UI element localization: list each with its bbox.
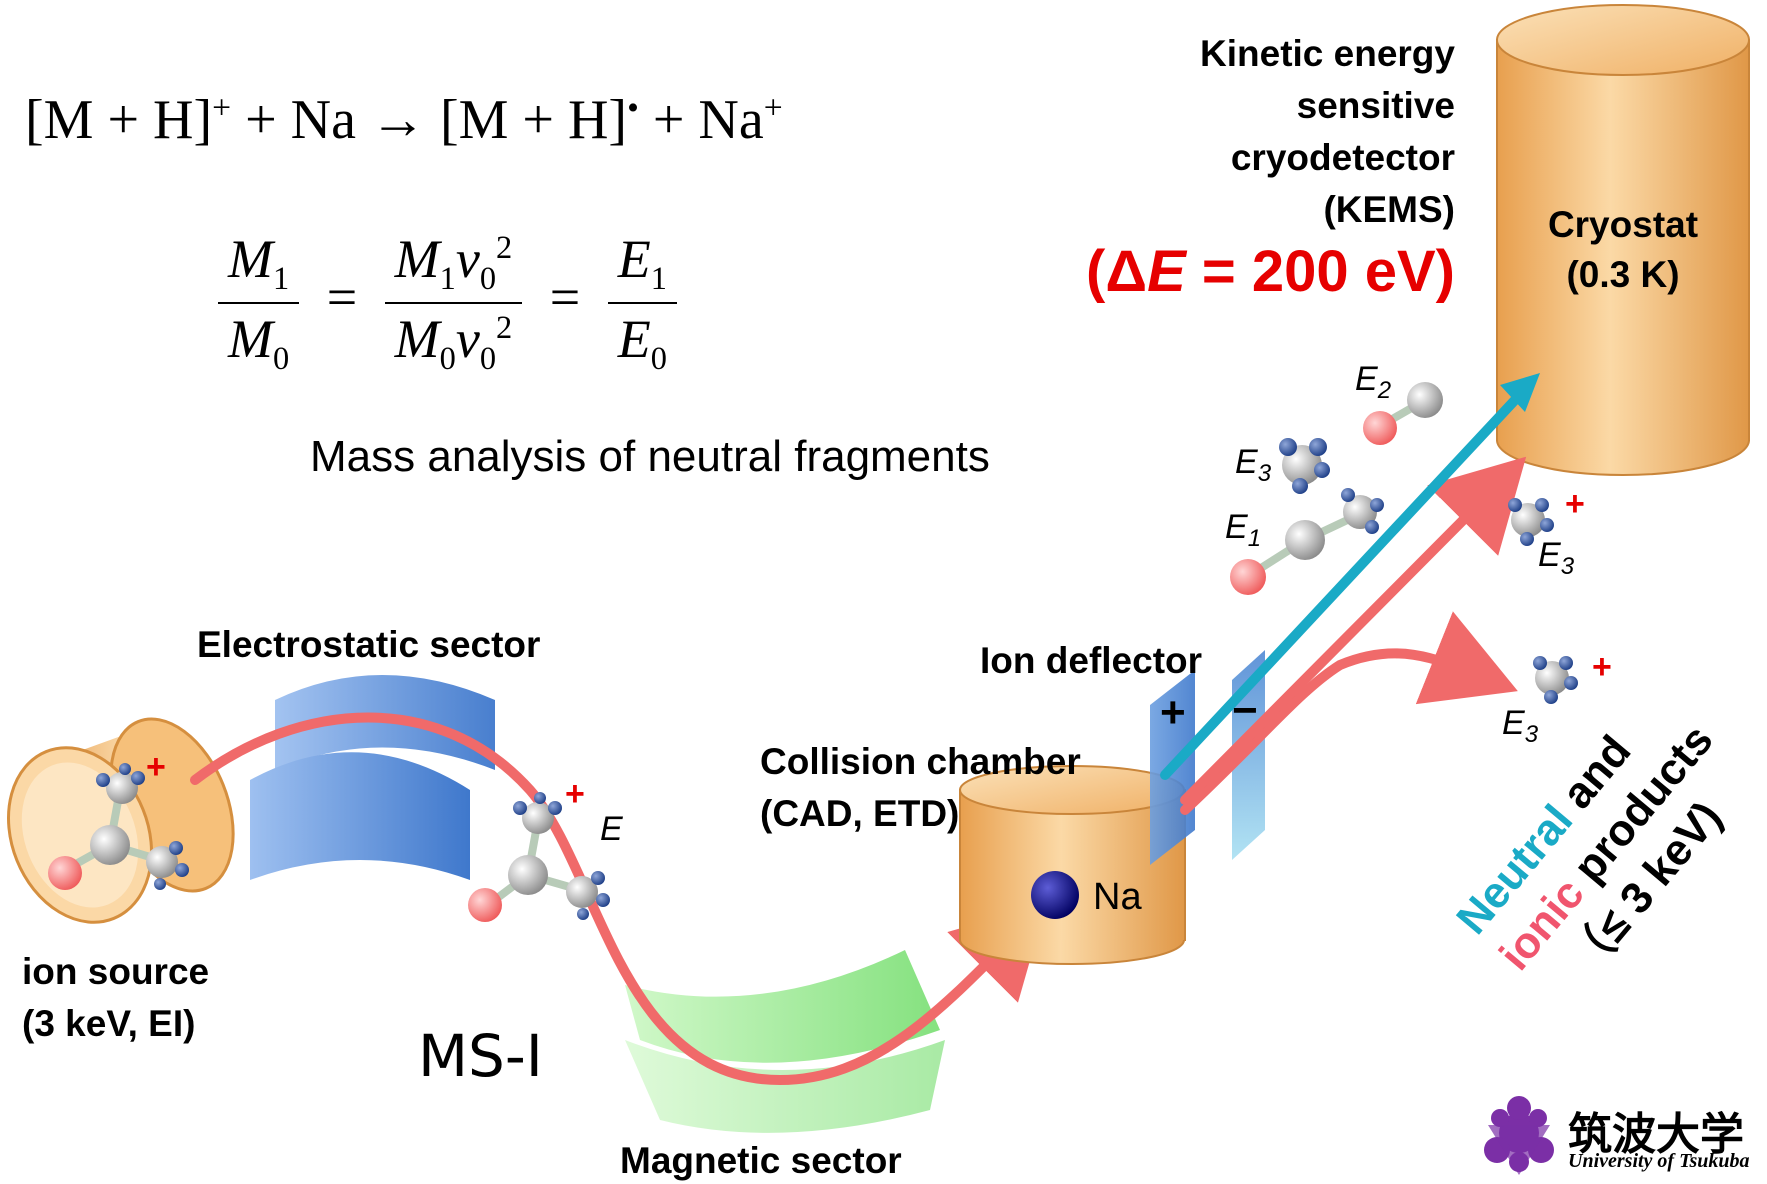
charge-plus-precursor: + bbox=[565, 775, 585, 813]
cryostat-line2: (0.3 K) bbox=[1566, 254, 1680, 295]
reaction-lhs-charge: + bbox=[212, 89, 232, 127]
fraction-mv2: M1v02 M0v02 bbox=[384, 228, 523, 378]
neutral-beam bbox=[1160, 373, 1540, 780]
cryostat-line1: Cryostat bbox=[1547, 204, 1699, 245]
f2-num: M bbox=[394, 229, 440, 289]
ion-deflector-label: Ion deflector bbox=[980, 640, 1203, 681]
fraction-energy: E1 E0 bbox=[607, 228, 677, 378]
reaction-lhs: [M + H] bbox=[25, 89, 213, 151]
university-crest bbox=[1484, 1096, 1554, 1175]
reaction-equation: [M + H]+ + Na → [M + H]• + Na+ bbox=[25, 88, 783, 152]
caption-mass-analysis: Mass analysis of neutral fragments bbox=[310, 432, 990, 481]
e3-ion-lower-sub: 3 bbox=[1524, 720, 1539, 748]
f2-den-v: v bbox=[455, 308, 480, 369]
collision-chamber-label: Collision chamber (CAD, ETD) bbox=[760, 736, 1081, 840]
energy-e3-upper-label: E3 bbox=[1235, 443, 1271, 488]
collision-chamber-line1: Collision chamber bbox=[760, 741, 1081, 782]
fragment-e2 bbox=[1363, 382, 1443, 445]
charge-plus-source: + bbox=[146, 748, 166, 786]
collision-chamber-line2: (CAD, ETD) bbox=[760, 793, 960, 834]
energy-e3-ion-lower-label: E3 bbox=[1502, 704, 1538, 749]
ion-source bbox=[7, 717, 235, 924]
e3-ion-lower-symbol: E bbox=[1502, 704, 1525, 742]
equals-2: = bbox=[549, 267, 581, 328]
fragment-e3-ion-lower bbox=[1533, 656, 1578, 704]
charge-plus-e3-upper: + bbox=[1565, 485, 1585, 523]
cryostat bbox=[1496, 4, 1750, 476]
reaction-plus-na-ion: + Na bbox=[638, 89, 764, 151]
f2-num-v: v bbox=[455, 229, 480, 289]
collision-chamber bbox=[959, 765, 1186, 965]
electrostatic-sector bbox=[250, 675, 495, 880]
ion-source-line2: (3 keV, EI) bbox=[22, 1003, 196, 1044]
e3-ion-upper-sub: 3 bbox=[1560, 552, 1575, 580]
detector-line2: sensitive bbox=[1296, 85, 1455, 126]
magnetic-sector-label: Magnetic sector bbox=[620, 1140, 902, 1181]
f2-den-sup: 2 bbox=[496, 309, 513, 346]
e1-symbol: E bbox=[1225, 508, 1248, 546]
sodium-label: Na bbox=[1093, 876, 1142, 918]
molecule-precursor bbox=[468, 792, 610, 922]
f3-num: E bbox=[617, 229, 651, 289]
detector-line4: (KEMS) bbox=[1323, 189, 1455, 230]
e2-sub: 2 bbox=[1377, 376, 1392, 404]
resolution-open: (Δ bbox=[1086, 239, 1148, 304]
e1-sub: 1 bbox=[1247, 524, 1262, 552]
charge-plus-e3-lower: + bbox=[1592, 648, 1612, 686]
resolution-symbol: E bbox=[1147, 239, 1186, 304]
f3-den: E bbox=[617, 308, 651, 369]
fraction-mass: M1 M0 bbox=[218, 228, 300, 378]
f2-den: M bbox=[394, 308, 440, 369]
reaction-rhs-radical: • bbox=[627, 89, 639, 127]
f1-den: M bbox=[228, 308, 273, 369]
e3-upper-sub: 3 bbox=[1257, 459, 1272, 487]
reaction-plus-na: + Na bbox=[231, 89, 370, 151]
fragment-e3-ion-upper bbox=[1508, 498, 1554, 546]
ion-source-line1: ion source bbox=[22, 951, 210, 992]
reaction-rhs: [M + H] bbox=[425, 89, 628, 151]
molecule-ion-source bbox=[48, 763, 189, 890]
ionic-beam-deflected bbox=[1180, 611, 1518, 815]
f2-num-sub: 1 bbox=[439, 260, 456, 297]
energy-e3-ion-upper-label: E3 bbox=[1538, 536, 1574, 581]
detector-resolution: (ΔE = 200 eV) bbox=[1086, 238, 1455, 305]
fragment-e3-upper bbox=[1279, 438, 1330, 494]
detector-line1: Kinetic energy bbox=[1200, 33, 1455, 74]
energy-e1-label: E1 bbox=[1225, 508, 1261, 553]
ion-source-label: ion source (3 keV, EI) bbox=[22, 946, 209, 1050]
f2-num-sup: 2 bbox=[496, 230, 513, 266]
f3-num-sub: 1 bbox=[650, 260, 667, 297]
f2-num-vsub: 0 bbox=[479, 260, 497, 297]
f1-num-sub: 1 bbox=[272, 260, 290, 297]
energy-e2-label: E2 bbox=[1355, 360, 1391, 405]
ionic-beam-to-detector bbox=[1180, 456, 1527, 805]
energy-e-label: E bbox=[600, 810, 623, 848]
ratio-equation: M1 M0 = M1v02 M0v02 = E1 E0 bbox=[218, 228, 677, 378]
f2-den-vsub: 0 bbox=[479, 340, 497, 377]
deflector-minus-sign: − bbox=[1232, 686, 1258, 735]
reaction-arrow: → bbox=[369, 89, 426, 151]
equals-1: = bbox=[326, 267, 358, 328]
f2-den-sub: 0 bbox=[439, 340, 456, 377]
detector-line3: cryodetector bbox=[1230, 137, 1455, 178]
ms-i-label: MS-I bbox=[418, 1022, 543, 1090]
f1-num: M bbox=[228, 229, 273, 289]
e3-upper-symbol: E bbox=[1235, 443, 1258, 481]
logo-name-en: University of Tsukuba bbox=[1568, 1150, 1750, 1172]
resolution-value: = 200 eV) bbox=[1185, 239, 1455, 304]
e2-symbol: E bbox=[1355, 360, 1378, 398]
deflector-plus-sign: + bbox=[1160, 688, 1186, 737]
e3-ion-upper-symbol: E bbox=[1538, 536, 1561, 574]
f1-den-sub: 0 bbox=[272, 340, 290, 377]
fragment-e1 bbox=[1230, 488, 1384, 595]
reaction-na-charge: + bbox=[763, 89, 783, 127]
detector-label: Kinetic energy sensitive cryodetector (K… bbox=[1200, 28, 1455, 236]
logo-name-jp: 筑波大学 bbox=[1568, 1110, 1744, 1159]
cryostat-label: Cryostat (0.3 K) bbox=[1510, 200, 1736, 300]
f3-den-sub: 0 bbox=[650, 340, 667, 377]
ion-beam-path bbox=[190, 712, 1047, 1086]
electrostatic-sector-label: Electrostatic sector bbox=[197, 624, 541, 665]
